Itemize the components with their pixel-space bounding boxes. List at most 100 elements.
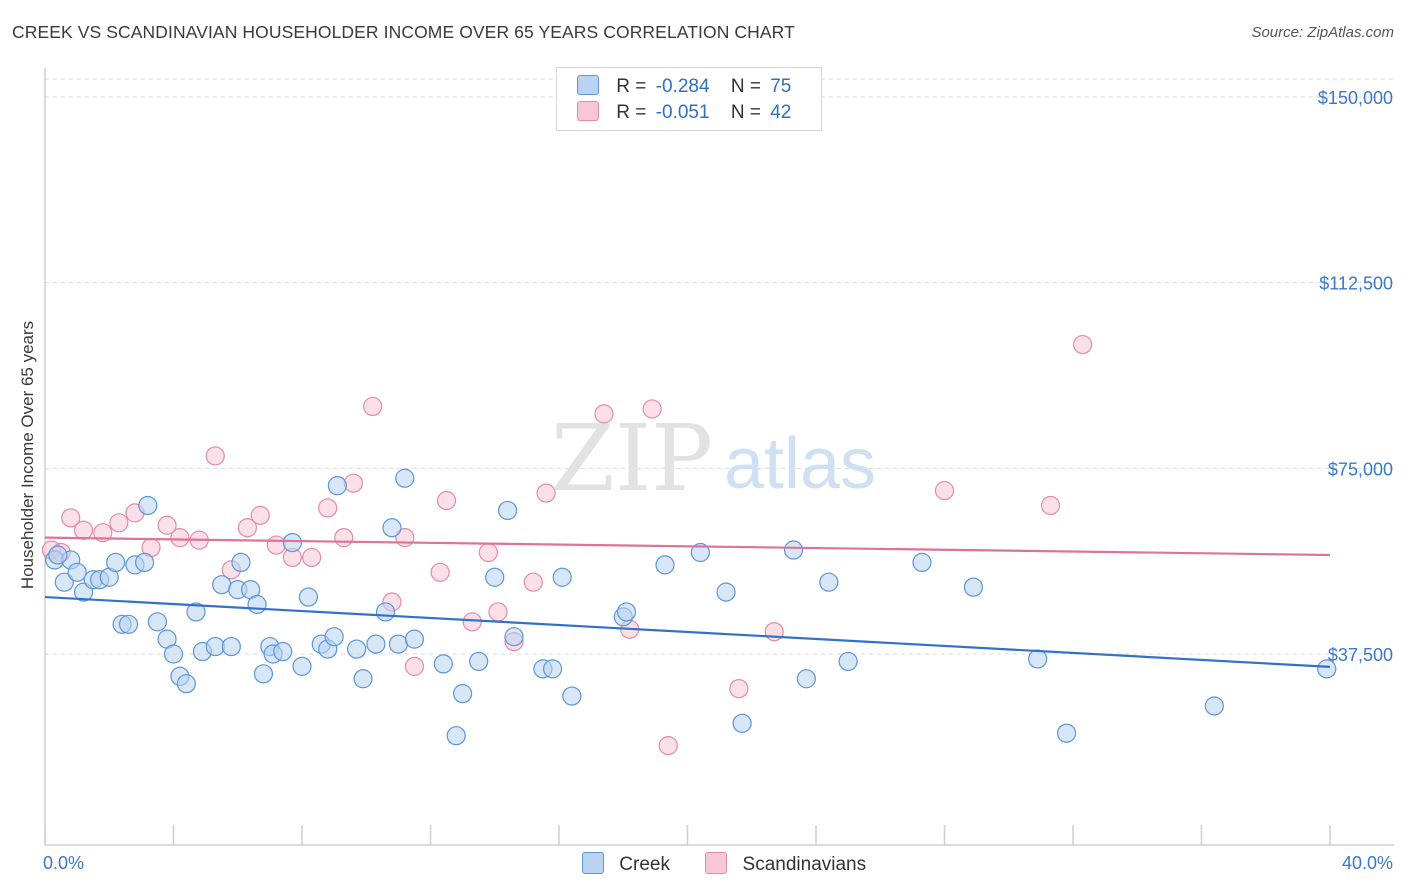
scandinavians-point: [318, 498, 338, 518]
watermark: ZIP atlas: [551, 405, 876, 512]
legend-item-scandinavians: Scandinavians: [705, 852, 866, 876]
legend-item-creek: Creek: [582, 852, 670, 876]
creek-point: [616, 602, 637, 622]
scandinavians-point: [594, 404, 614, 424]
scandinavians-point: [642, 399, 662, 419]
creek-point: [186, 602, 206, 622]
x-tick-label: 0.0%: [43, 853, 84, 873]
scandinavians-point: [363, 396, 383, 417]
scandinavians-point: [109, 513, 129, 533]
creek-point: [504, 627, 524, 647]
creek-point: [453, 684, 473, 704]
scandinavians-point: [334, 528, 354, 548]
creek-point: [138, 495, 158, 516]
scandinavians-point: [658, 735, 678, 756]
creek-point: [552, 567, 572, 587]
legend-n-label: N =: [730, 102, 761, 123]
scandinavians-point: [250, 505, 270, 525]
creek-point: [485, 567, 505, 587]
creek-point: [716, 582, 736, 602]
scandinavians-point: [205, 446, 225, 466]
scandinavians-point: [170, 528, 190, 548]
scandinavians-point: [1040, 495, 1061, 516]
scandinavians-point: [523, 572, 543, 592]
creek-point: [273, 641, 293, 662]
creek-point: [469, 651, 489, 672]
x-tick-label: 40.0%: [1342, 853, 1393, 873]
creek-point: [366, 634, 386, 654]
creek-point: [433, 654, 453, 674]
creek-point: [205, 636, 225, 657]
creek-point: [212, 575, 232, 595]
legend-r-label: R =: [616, 76, 647, 97]
creek-point: [404, 629, 425, 649]
creek-point: [498, 500, 518, 521]
creek-point: [783, 540, 804, 560]
scandinavians-point: [343, 473, 363, 493]
data-points: [41, 334, 1337, 756]
creek-point: [118, 614, 139, 634]
legend-row-creek: R = -0.284 N = 75: [577, 75, 791, 99]
watermark-zip: ZIP: [551, 405, 713, 512]
creek-point: [655, 555, 675, 575]
creek-point: [963, 577, 984, 597]
creek-point: [347, 639, 367, 659]
creek-point: [375, 602, 396, 622]
creek-point: [106, 552, 126, 573]
series-legend: Creek Scandinavians: [582, 852, 896, 876]
scandinavians-swatch: [705, 852, 728, 874]
creek-point: [353, 669, 373, 689]
creek-point: [176, 674, 196, 694]
creek-point: [838, 651, 858, 672]
creek-point: [282, 532, 302, 553]
scandinavians-point: [157, 515, 177, 535]
trend-lines: [44, 536, 1331, 668]
legend-creek-label: Creek: [619, 854, 670, 875]
creek-point: [1204, 696, 1224, 716]
scandinavians-point: [430, 562, 450, 582]
scandinavians-point: [73, 520, 94, 540]
scandinavians-point: [488, 602, 508, 622]
axes: [44, 68, 1394, 846]
creek-point: [221, 636, 241, 657]
creek-point: [298, 587, 319, 607]
scandinavians-point: [462, 612, 482, 632]
creek-point: [67, 562, 87, 582]
scandinavians-trend-line: [44, 536, 1331, 557]
scandinavians-point: [93, 523, 113, 543]
creek-point: [542, 659, 563, 679]
creek-point: [163, 644, 184, 664]
legend-scandinavians-label: Scandinavians: [742, 854, 867, 875]
scandinavians-point: [478, 542, 498, 563]
creek-point: [134, 552, 155, 573]
scandinavians-point: [536, 483, 556, 503]
scandinavians-point: [729, 679, 749, 699]
creek-point: [247, 594, 267, 615]
scandinavians-point: [266, 535, 286, 555]
creek-point: [231, 552, 251, 573]
creek-point: [732, 713, 752, 733]
creek-point: [388, 634, 408, 654]
creek-point: [690, 542, 710, 563]
scandinavians-point: [237, 518, 257, 538]
creek-swatch: [577, 75, 599, 95]
scandinavians-point: [436, 490, 457, 511]
chart-title: CREEK VS SCANDINAVIAN HOUSEHOLDER INCOME…: [12, 22, 795, 42]
creek-point: [796, 669, 816, 689]
watermark-atlas: atlas: [724, 424, 876, 504]
creek-point: [324, 627, 344, 647]
creek-point: [446, 726, 466, 746]
legend-r-label: R =: [616, 102, 647, 123]
creek-point: [382, 518, 402, 538]
creek-point: [912, 552, 932, 573]
creek-point: [292, 656, 312, 676]
creek-swatch: [582, 852, 604, 874]
scandinavians-swatch: [577, 101, 599, 121]
y-tick-label: $112,500: [1319, 274, 1393, 294]
scandinavians-point: [61, 508, 81, 528]
creek-point: [1317, 659, 1337, 679]
y-tick-label: $150,000: [1318, 88, 1393, 108]
creek-point: [395, 468, 415, 488]
chart-source: Source: ZipAtlas.com: [1251, 24, 1394, 41]
